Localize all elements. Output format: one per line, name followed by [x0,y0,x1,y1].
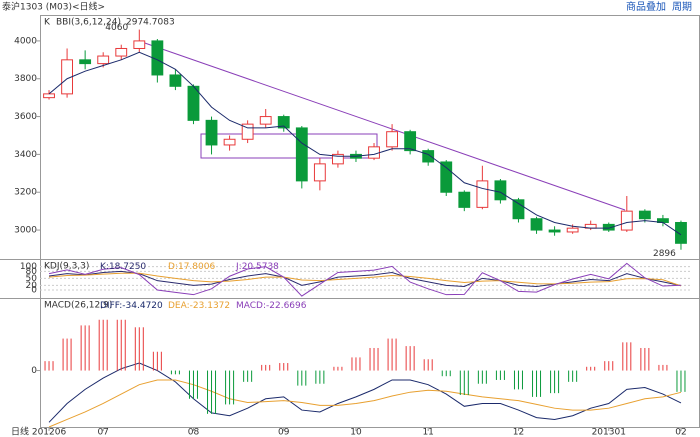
bbi-line [48,51,682,236]
candle-body [332,153,344,165]
candle-body [386,131,398,148]
x-tick-label: 201301 [592,428,626,437]
indicator-name: BBI(3,6,12,24) [56,18,121,28]
candle-body [530,218,543,231]
candle-body [79,59,92,65]
low-annotation: 2896 [653,249,676,259]
legend-value: 17.8006 [178,262,215,272]
candle-body [494,180,507,201]
panel-label: K [44,18,51,28]
x-tick-label: 10 [350,428,362,437]
candle-body [476,180,489,208]
legend-entry: J:20.5738 [235,262,279,272]
candle-body [675,221,687,244]
legend-value: 18.7250 [109,262,146,272]
macd-line [48,379,682,428]
y-tick-label: 3200 [14,188,37,198]
legend-name: J: [235,262,242,272]
y-tick-label: 80 [26,267,38,277]
candle-body [43,93,55,99]
candle-body [638,210,651,220]
y-tick-label: 3600 [14,112,37,122]
legend-name: DIFF: [100,301,122,311]
candle-body [259,116,272,125]
candle-body [205,119,218,146]
y-tick-label: 50 [26,274,38,284]
page-title: 泰沪1303 (M03)<日线> [2,1,105,13]
candle-body [277,116,290,129]
kdj-line [48,270,682,288]
y-tick-label: 20 [26,281,38,291]
candle-body [566,227,579,233]
legend-name: D: [168,262,178,272]
legend-entry: K:18.7250 [100,262,146,272]
legend-value: -22.6696 [266,301,307,311]
panel-title: KDJ(9,3,3) [44,262,89,272]
kdj-line [48,272,682,287]
legend-value: 20.5738 [242,262,279,272]
candle-body [458,191,471,208]
y-tick-label: 4000 [14,36,37,46]
panel-title: MACD(26,12,9) [44,301,112,311]
candle-body [133,40,146,49]
overlay-button[interactable]: 商品叠加 [626,0,666,13]
candle-body [115,47,128,57]
legend-entry: DEA:-23.1372 [168,301,230,311]
candle-body [313,163,326,182]
candle-body [422,150,435,163]
period-button[interactable]: 周期 [672,1,692,13]
y-tick-label: 0 [31,286,37,296]
y-tick-label: 0 [31,366,37,376]
candle-body [368,146,380,159]
x-axis-label: 日线 [11,426,29,437]
candle-body [169,74,182,87]
macd-line [48,362,682,423]
trend-line [138,40,626,211]
legend-entry: DIFF:-34.4720 [100,301,163,311]
candle-body [404,131,417,152]
legend-value: -34.4720 [122,301,163,311]
candle-body [440,161,453,193]
candle-body [602,223,615,231]
x-tick-label: 11 [422,428,433,437]
candle-body [241,123,254,140]
high-annotation: 4060 [105,23,128,33]
candle-body [97,55,110,65]
x-tick-label: 07 [97,428,108,437]
x-tick-label: 201206 [32,428,67,437]
legend-value: -23.1372 [190,301,230,311]
candle-body [512,199,525,220]
x-tick-label: 02 [675,428,686,437]
x-tick-label: 12 [513,428,524,437]
x-tick-label: 09 [278,428,290,437]
candle-body [223,138,236,146]
legend-entry: MACD:-22.6696 [236,301,307,311]
candle-body [620,210,633,231]
x-tick-label: 08 [188,428,200,437]
indicator-value: 2974.7083 [126,18,175,28]
y-tick-label: 100 [20,262,37,272]
y-tick-label: 3400 [14,150,37,160]
legend-name: K: [100,262,109,272]
legend-name: MACD: [236,301,266,311]
range-box [200,133,378,159]
legend-entry: D:17.8006 [168,262,215,272]
candle-body [548,229,561,233]
kdj-line [48,262,681,297]
y-tick-label: 3000 [14,226,37,236]
candle-body [295,127,308,182]
legend-name: DEA: [168,301,190,311]
y-tick-label: 3800 [14,74,37,84]
